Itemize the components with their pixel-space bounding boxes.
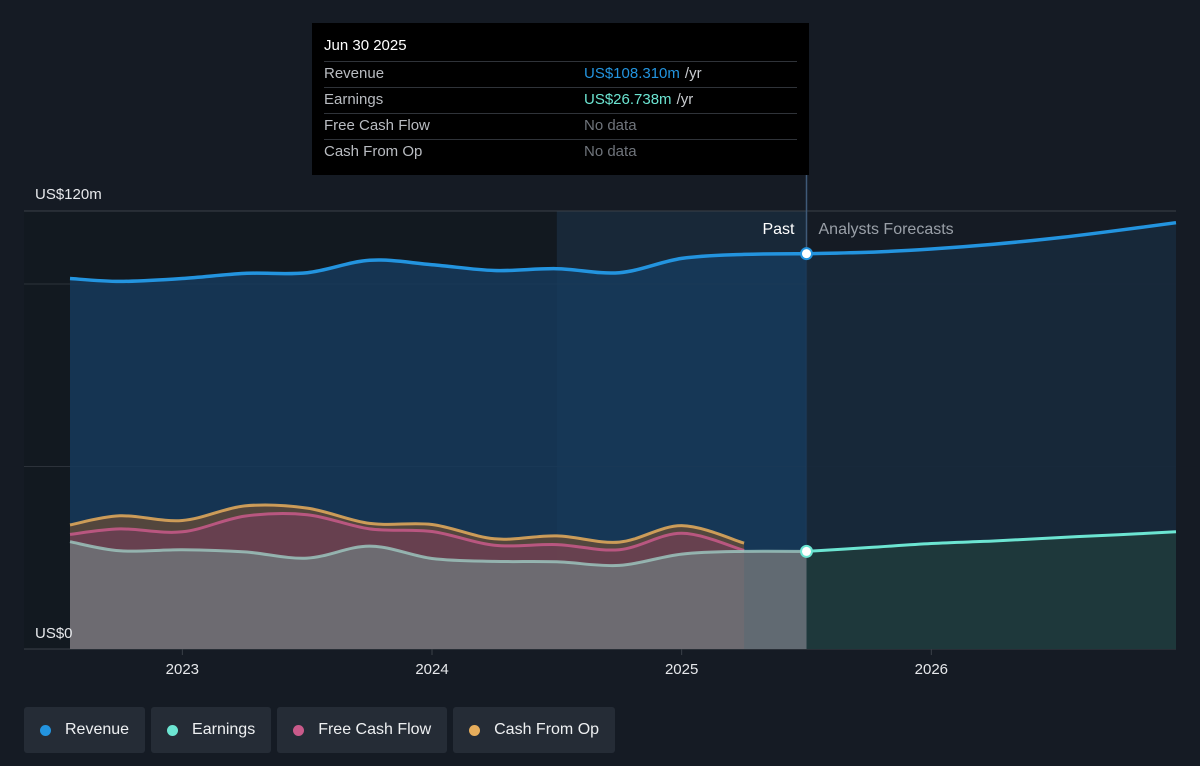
tooltip-unit: /yr	[676, 91, 694, 108]
x-tick-label: 2025	[665, 661, 698, 678]
chart-legend: Revenue Earnings Free Cash Flow Cash Fro…	[24, 707, 616, 753]
area-layer	[70, 222, 1176, 649]
tooltip-row-cash-from-op: Cash From Op No data	[324, 139, 797, 165]
revenue-marker	[800, 247, 814, 261]
tooltip-date: Jun 30 2025	[324, 37, 407, 54]
legend-label: Cash From Op	[494, 721, 600, 738]
legend-dot-icon	[469, 724, 481, 736]
legend-label: Revenue	[65, 721, 130, 738]
earnings-forecast-area	[806, 531, 1176, 649]
tooltip-value: US$108.310m	[584, 65, 680, 82]
legend-item-earnings[interactable]: Earnings	[151, 707, 272, 753]
earnings-forecast-line	[806, 530, 1177, 553]
revenue-line	[69, 251, 807, 284]
x-tick-label: 2026	[915, 661, 948, 678]
legend-dot-icon	[293, 724, 305, 736]
legend-label: Earnings	[192, 721, 256, 738]
y-tick-label: US$0	[35, 625, 73, 642]
legend-item-cash-from-op[interactable]: Cash From Op	[453, 707, 616, 753]
tooltip-row-earnings: Earnings US$26.738m /yr	[324, 87, 797, 113]
tooltip-label: Cash From Op	[324, 143, 423, 160]
legend-item-revenue[interactable]: Revenue	[24, 707, 146, 753]
tooltip-value: No data	[584, 117, 637, 134]
hover-tooltip: Jun 30 2025 Revenue US$108.310m /yr Earn…	[312, 23, 809, 175]
tooltip-unit: /yr	[684, 65, 702, 82]
marker-layer	[800, 247, 814, 558]
past-label: Past	[762, 221, 795, 238]
forecast-label: Analysts Forecasts	[819, 221, 954, 238]
y-tick-label: US$120m	[35, 186, 102, 203]
tooltip-label: Earnings	[324, 91, 384, 108]
x-tick-label: 2023	[166, 661, 199, 678]
legend-dot-icon	[40, 724, 51, 736]
tooltip-value: US$26.738m	[584, 91, 672, 108]
tooltip-row-free-cash-flow: Free Cash Flow No data	[324, 113, 797, 139]
cash-from-op-line	[69, 503, 745, 545]
tooltip-label: Revenue	[324, 65, 385, 82]
revenue-forecast-line	[806, 220, 1177, 256]
tooltip-row-revenue: Revenue US$108.310m /yr	[324, 61, 797, 87]
free-cash-flow-line	[69, 511, 745, 552]
tooltip-label: Free Cash Flow	[324, 117, 430, 134]
label-layer: US$120m US$0 2023 2024 2025 2026 Past Analysts …	[35, 186, 954, 678]
tooltip-value: No data	[584, 143, 637, 160]
earnings-marker	[800, 544, 814, 558]
line-layer	[69, 220, 1177, 568]
legend-item-free-cash-flow[interactable]: Free Cash Flow	[277, 707, 448, 753]
x-tick-label: 2024	[415, 661, 448, 678]
legend-dot-icon	[167, 724, 179, 736]
earnings-line	[69, 540, 807, 568]
earnings-area	[70, 541, 807, 649]
legend-label: Free Cash Flow	[318, 721, 432, 738]
